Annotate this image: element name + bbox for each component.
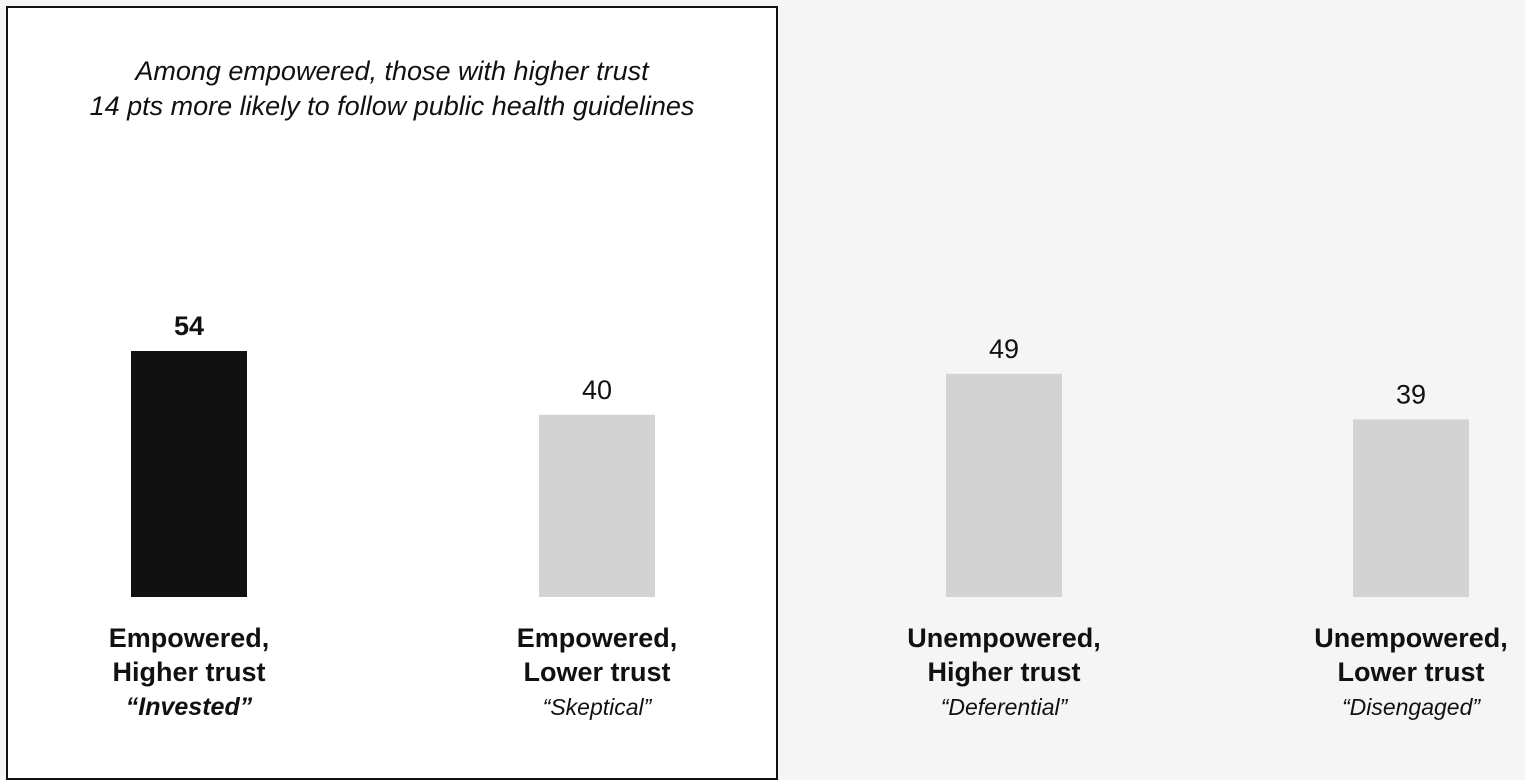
- category-label-0-nickname: “Invested”: [125, 693, 253, 721]
- category-label-2-line2: Higher trust: [927, 657, 1081, 687]
- bar-2: [946, 373, 1062, 597]
- bar-value-label-0: 54: [174, 311, 204, 341]
- category-label-1-line1: Empowered,: [516, 623, 678, 653]
- category-label-0-line1: Empowered,: [108, 623, 270, 653]
- bar-1: [539, 414, 655, 597]
- category-label-3: Unempowered, Lower trust “Disengaged”: [1261, 621, 1525, 725]
- chart-annotation: Among empowered, those with higher trust…: [6, 54, 778, 124]
- category-label-1: Empowered, Lower trust “Skeptical”: [447, 621, 747, 725]
- category-label-2: Unempowered, Higher trust “Deferential”: [854, 621, 1154, 725]
- category-label-2-nickname: “Deferential”: [940, 694, 1068, 720]
- category-label-2-line1: Unempowered,: [907, 623, 1101, 653]
- category-label-1-nickname: “Skeptical”: [542, 694, 652, 720]
- annotation-line-2: 14 pts more likely to follow public heal…: [89, 91, 695, 121]
- category-label-3-line2: Lower trust: [1337, 657, 1485, 687]
- bar-value-label-2: 49: [989, 334, 1019, 364]
- category-label-0-line2: Higher trust: [112, 657, 266, 687]
- category-label-3-nickname: “Disengaged”: [1341, 694, 1481, 720]
- bar-0: [131, 351, 247, 597]
- category-label-0: Empowered, Higher trust “Invested”: [39, 621, 339, 725]
- annotation-line-1: Among empowered, those with higher trust: [135, 56, 649, 86]
- bar-3: [1353, 419, 1469, 597]
- bar-value-label-1: 40: [582, 375, 612, 405]
- bar-value-label-3: 39: [1396, 379, 1426, 409]
- bar-chart: 54 40 49 39: [131, 311, 1469, 597]
- category-label-3-line1: Unempowered,: [1314, 623, 1508, 653]
- category-label-1-line2: Lower trust: [523, 657, 671, 687]
